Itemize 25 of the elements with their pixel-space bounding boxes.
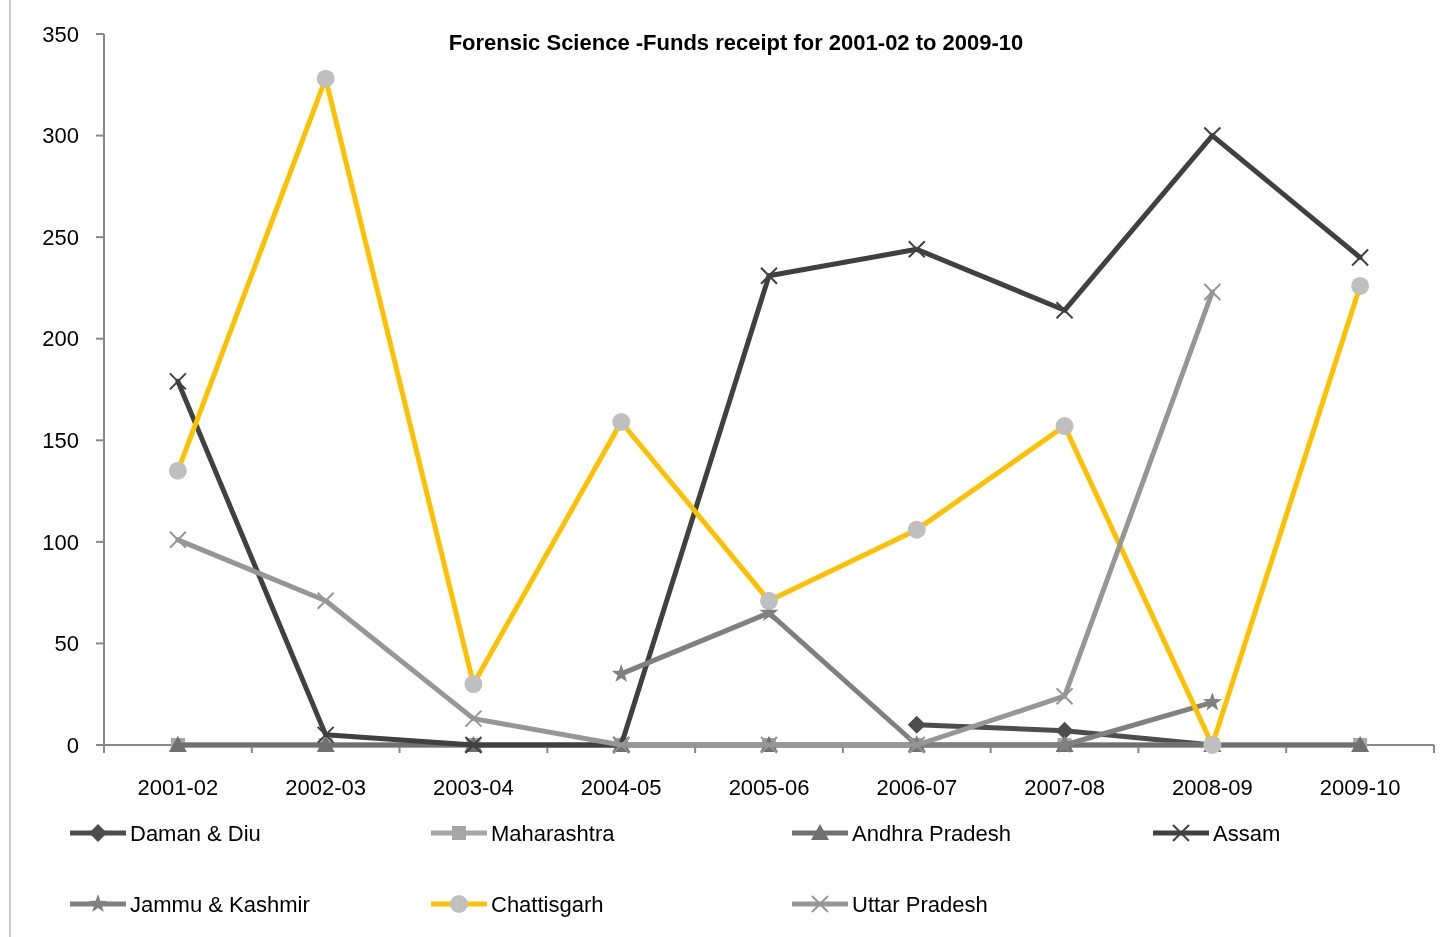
y-tick-label: 350 [42,21,79,47]
y-tick-label: 150 [42,427,79,453]
x-tick-label: 2006-07 [876,775,958,800]
y-tick-label: 250 [42,224,79,250]
x-tick-label: 2004-05 [580,775,662,800]
x-tick-label: 2007-08 [1024,775,1105,800]
y-tick-label: 0 [66,732,79,758]
legend-label: Uttar Pradesh [852,891,988,917]
x-tick-label: 2008-09 [1171,775,1253,800]
x-tick-label: 2001-02 [137,775,219,800]
y-tick-label: 50 [54,631,79,657]
x-tick-label: 2002-03 [285,775,367,800]
legend-label: Assam [1213,820,1281,846]
x-tick-label: 2009-10 [1319,775,1401,800]
chart-title: Forensic Science -Funds receipt for 2001-02 to 2009-10 [448,30,1024,55]
x-tick-label: 2003-04 [433,775,514,800]
legend-label: Chattisgarh [491,891,604,917]
x-tick-label: 2005-06 [728,775,810,800]
legend-label: Jammu & Kashmir [130,891,310,917]
legend-label: Daman & Diu [130,820,261,846]
legend-label: Andhra Pradesh [852,820,1011,846]
y-tick-label: 300 [42,123,79,149]
legend-label: Maharashtra [491,820,616,846]
y-tick-label: 100 [42,529,79,555]
y-tick-label: 200 [42,326,79,352]
